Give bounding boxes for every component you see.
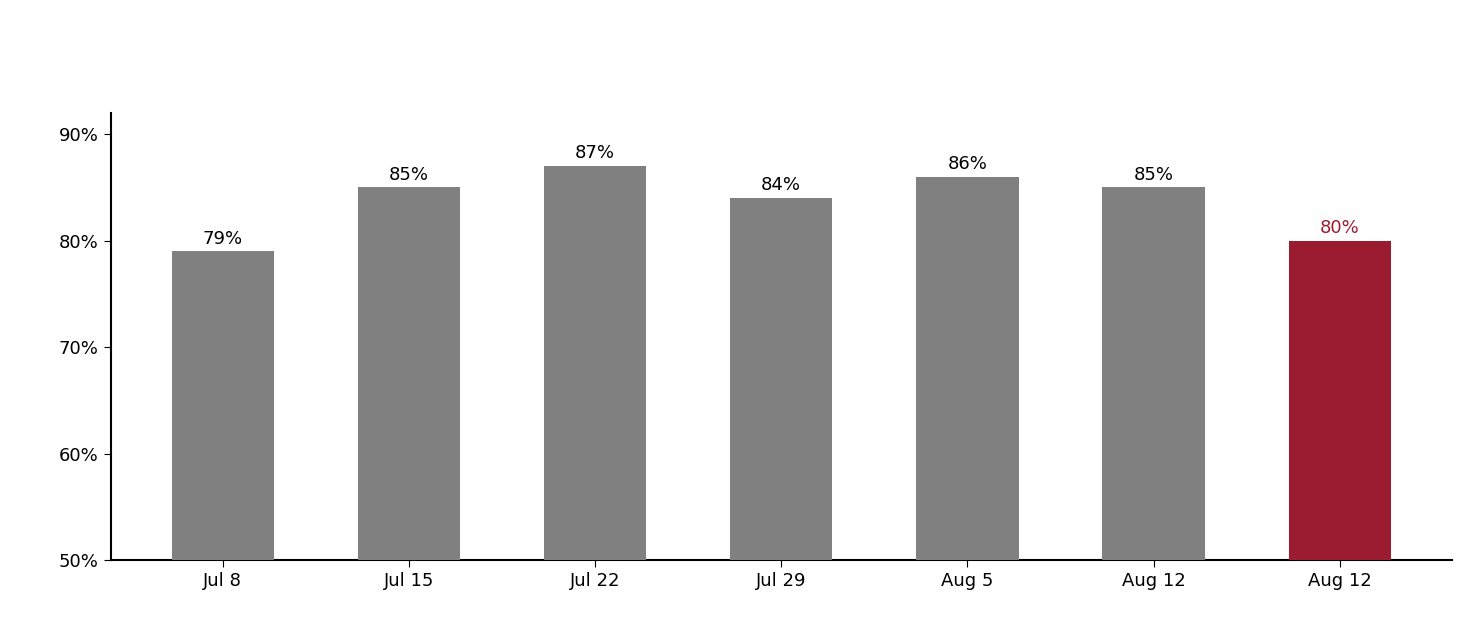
Text: 87%: 87% [575, 144, 615, 162]
Text: 84%: 84% [761, 176, 802, 194]
Text: 85%: 85% [1134, 166, 1173, 184]
Text: 79%: 79% [202, 229, 243, 247]
Bar [917, 176, 1019, 560]
Bar [544, 166, 646, 560]
Bar [358, 187, 460, 560]
Text: 86%: 86% [948, 155, 988, 173]
Bar [1103, 187, 1204, 560]
Bar [171, 251, 274, 560]
Bar [730, 198, 833, 560]
Text: 80%: 80% [1319, 219, 1359, 237]
Text: 85%: 85% [389, 166, 429, 184]
Text: Figure 3. All Respondents: Proportion That Are Currently Avoiding Any Public Pla: Figure 3. All Respondents: Proportion Th… [18, 44, 1198, 63]
Bar [1288, 241, 1391, 560]
